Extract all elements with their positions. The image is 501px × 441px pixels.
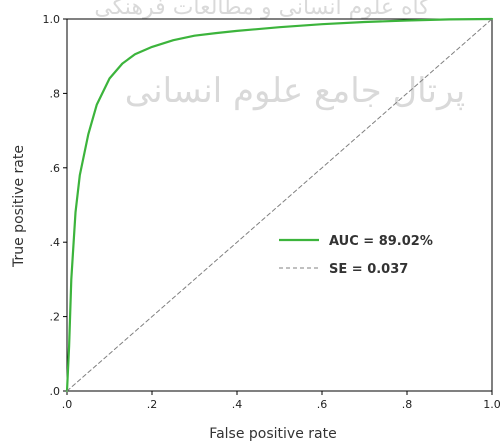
plot-area xyxy=(66,18,493,392)
watermark-line-top: گاه علوم انسانی و مطالعات فرهنگی xyxy=(94,0,430,20)
y-axis-label: True positive rate xyxy=(11,145,27,268)
x-axis-label: False positive rate xyxy=(209,426,336,441)
legend-label: SE = 0.037 xyxy=(329,262,408,277)
axis-ticks: .0 .2 .4 .6 .8 1.0 .0 .2 .4 .6 .8 1.0 xyxy=(43,13,501,411)
x-tick-label: .4 xyxy=(232,398,243,411)
x-tick-label: .6 xyxy=(317,398,328,411)
roc-curve-line xyxy=(65,17,494,393)
y-tick-label: .8 xyxy=(50,87,61,100)
y-tick-label: .2 xyxy=(50,311,61,324)
x-tick-label: .8 xyxy=(402,398,413,411)
series-lines xyxy=(65,17,494,393)
y-tick-label: .0 xyxy=(50,385,61,398)
x-tick-label: .0 xyxy=(62,398,73,411)
y-tick-label: .4 xyxy=(50,236,61,249)
reference-diagonal-line xyxy=(66,18,493,392)
y-tick-label: 1.0 xyxy=(43,13,61,26)
y-tick-label: .6 xyxy=(50,162,61,175)
legend-label: AUC = 89.02% xyxy=(329,234,433,249)
x-tick-label: 1.0 xyxy=(483,398,501,411)
legend: AUC = 89.02% SE = 0.037 xyxy=(279,234,433,277)
x-tick-label: .2 xyxy=(147,398,158,411)
watermark-line-bottom: پرتال جامع علوم انسانی xyxy=(125,71,465,111)
watermark: گاه علوم انسانی و مطالعات فرهنگی پرتال ج… xyxy=(94,0,465,111)
